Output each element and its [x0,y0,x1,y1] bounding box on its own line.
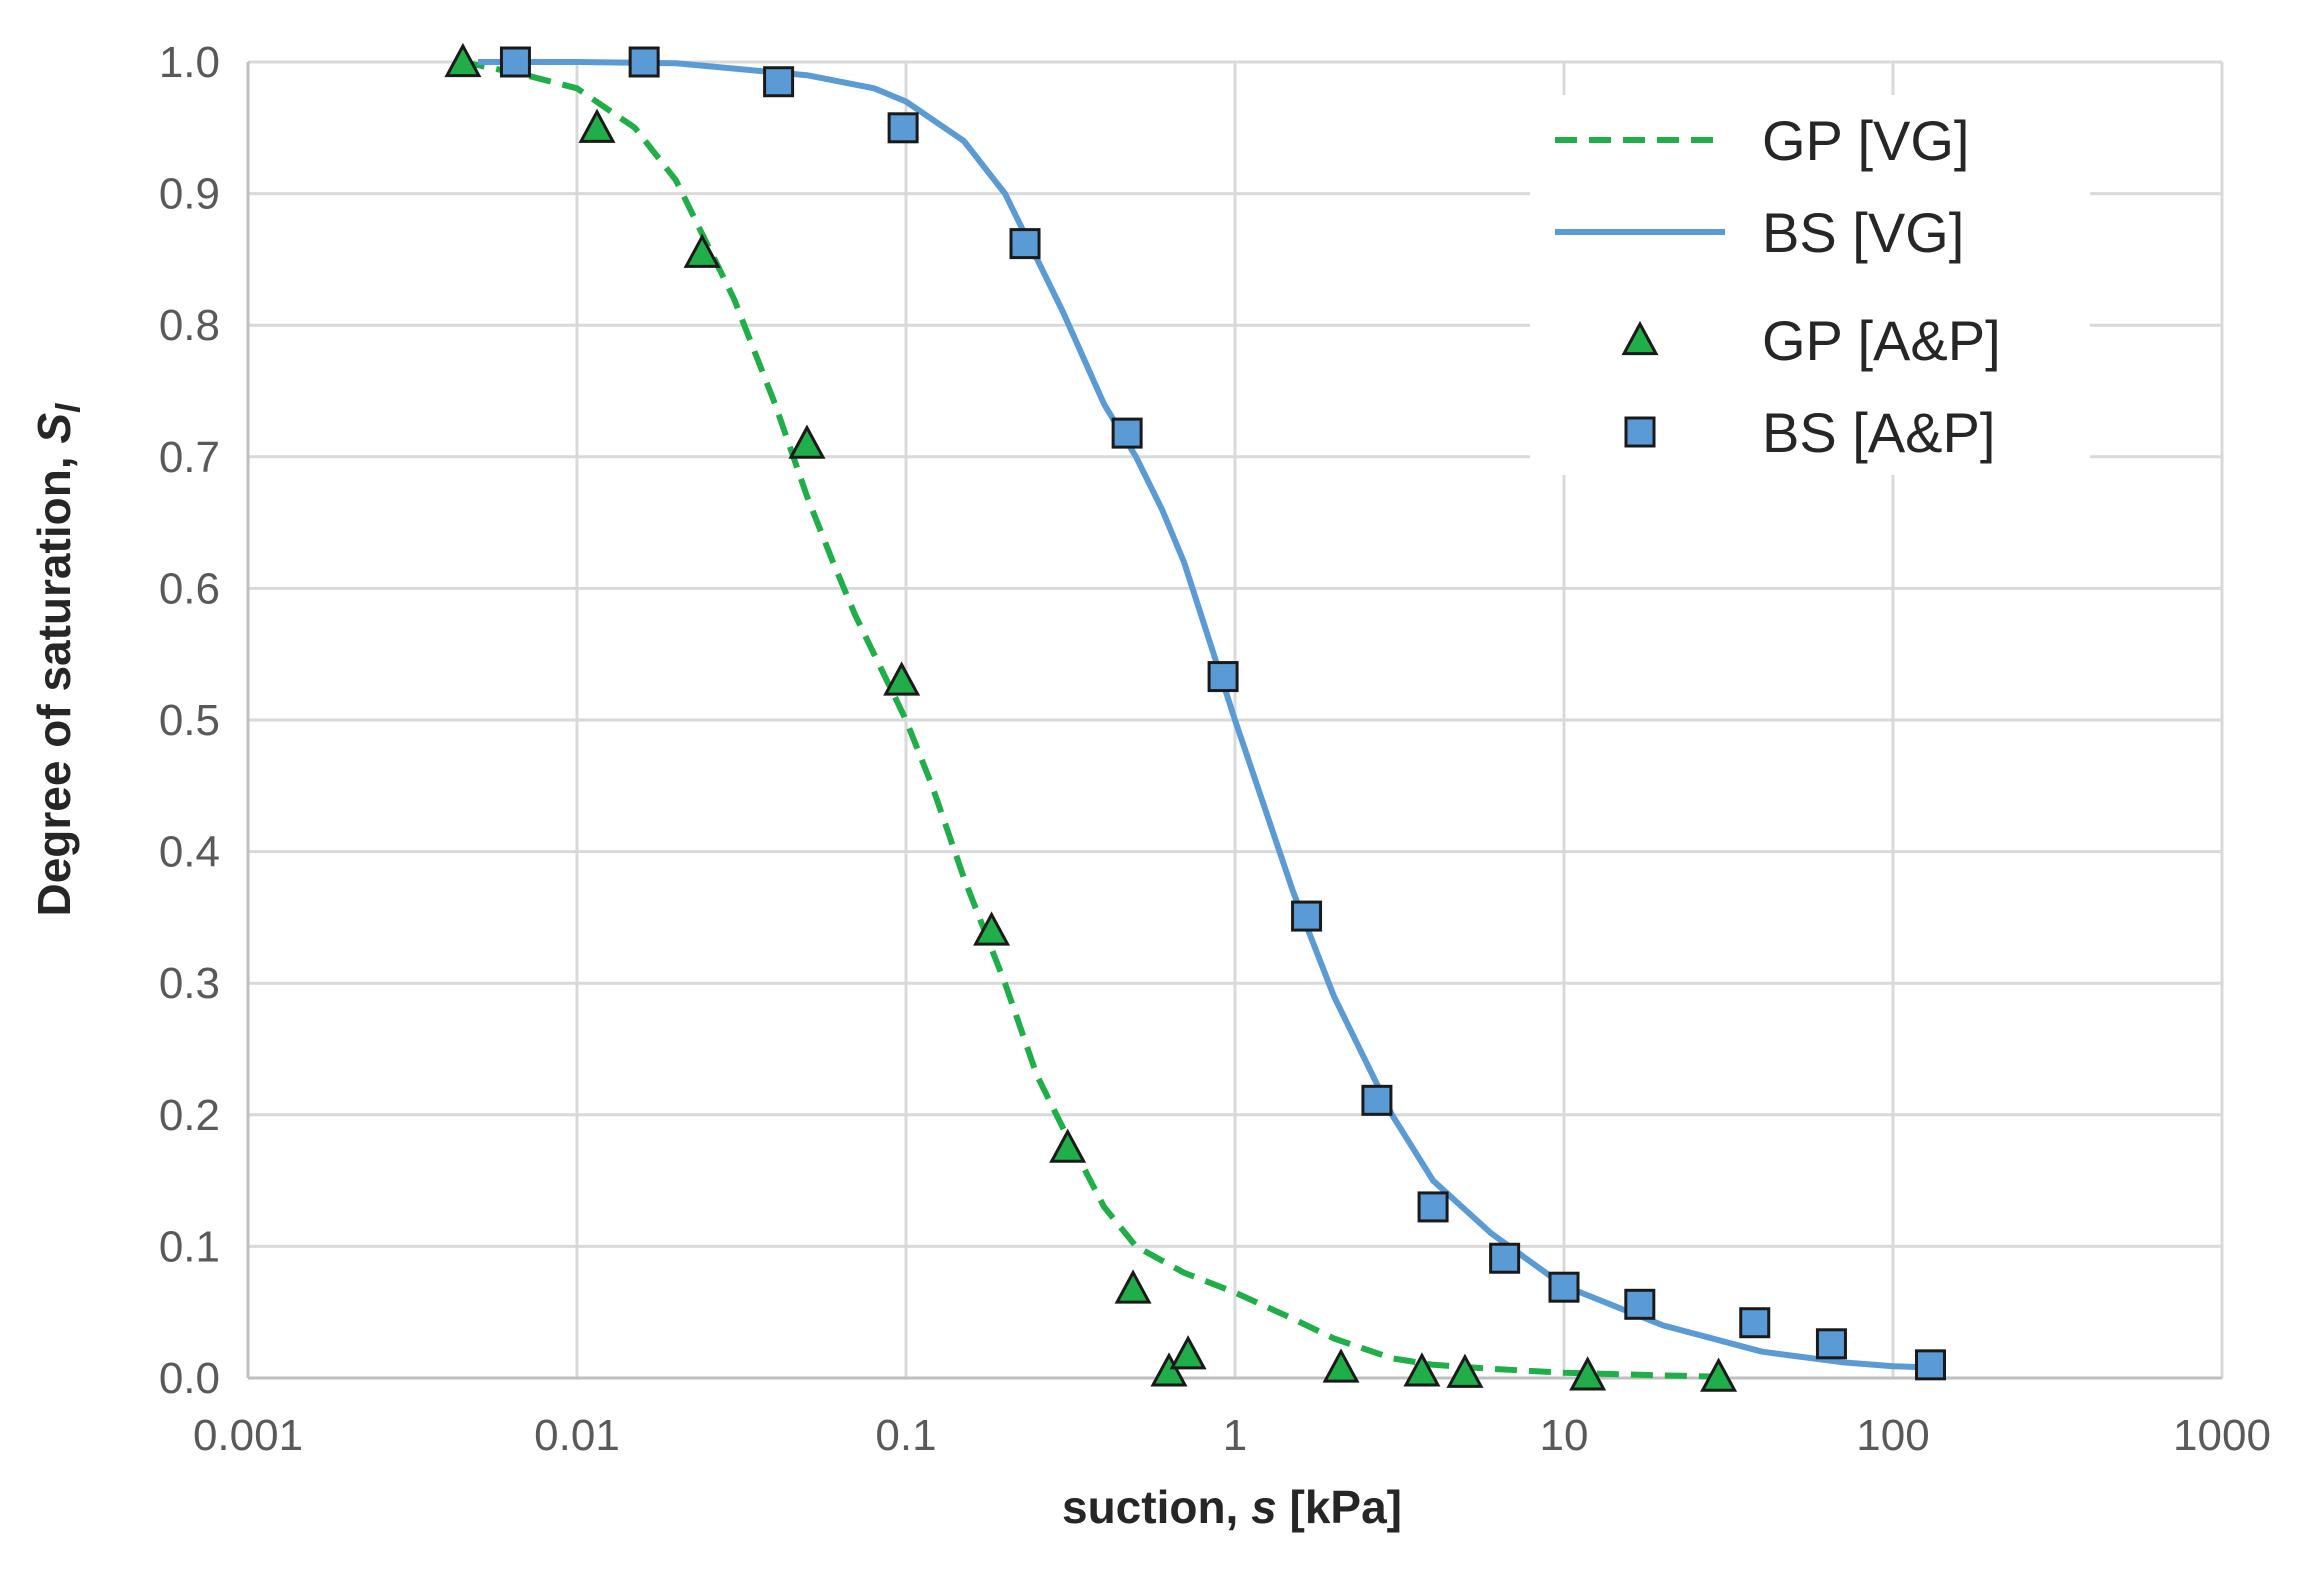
y-tick-label: 0.7 [159,433,220,482]
gp-ap-point [444,42,482,78]
legend: GP [VG] BS [VG] GP [A&P] BS [A&P] [1530,95,2090,475]
bs-ap-point [1914,1349,1946,1381]
gp-ap-point [578,108,616,143]
y-axis-title: Degree of saturation, Sl [28,402,88,917]
gp-ap-point [1700,1357,1738,1392]
bs-ap-point [1009,228,1041,260]
y-tick-label: 0.4 [159,828,220,877]
gp-ap-point [788,424,826,459]
gp-ap-point [683,233,721,268]
x-tick-label: 0.01 [534,1411,620,1460]
gp-ap-point [1049,1128,1087,1163]
y-tick-label: 0.5 [159,696,220,745]
bs-ap-point [1291,900,1323,932]
bs-ap-point [1417,1191,1449,1223]
legend-label: GP [A&P] [1762,309,2001,372]
y-tick-label: 0.1 [159,1222,220,1271]
y-tick-label: 0.0 [159,1354,220,1403]
legend-background [1530,95,2090,475]
x-tick-label: 100 [1856,1411,1929,1460]
gp-ap-point [1569,1356,1607,1391]
y-axis-title-text: Degree of saturation, [28,444,80,917]
bs-ap-point [1361,1084,1393,1116]
bs-ap-point [1739,1307,1771,1339]
x-axis-title-text: suction, [1062,1481,1251,1533]
legend-label: BS [VG] [1762,201,1964,264]
x-tick-label: 0.1 [875,1411,936,1460]
gp-ap-point [1169,1335,1207,1370]
series-line-bs-vg [478,59,1931,1371]
legend-swatch [1621,320,1659,356]
bs-ap-point [1489,1242,1521,1274]
gp-ap-point [1446,1353,1484,1388]
legend-swatch [1624,416,1656,448]
bs-ap-point [1548,1271,1580,1303]
legend-label: GP [VG] [1762,109,1969,172]
axes [246,62,2222,1380]
bs-ap-point [1111,417,1143,449]
y-tick-label: 0.3 [159,959,220,1008]
x-tick-label: 10 [1540,1411,1589,1460]
y-tick-label: 0.6 [159,564,220,613]
gp-ap-point [883,661,921,696]
bs-ap-point [499,46,531,78]
x-axis-title-variable: s [1251,1481,1277,1533]
bs-ap-point [887,112,919,144]
bs-ap-point [763,66,795,98]
y-axis-title-variable: S [28,413,80,444]
x-axis-title-unit: [kPa] [1277,1481,1402,1533]
bs-ap-point [1815,1328,1847,1360]
gp-ap-point [1403,1352,1441,1387]
gp-ap-point [1114,1269,1152,1304]
bs-ap-point [1624,1288,1656,1320]
y-tick-label: 1.0 [159,38,220,87]
y-tick-label: 0.2 [159,1091,220,1140]
gp-ap-point [973,911,1011,946]
gp-ap-point [1322,1348,1360,1383]
x-axis-title: suction, s [kPa] [1062,1481,1402,1533]
y-tick-label: 0.9 [159,170,220,219]
y-axis-title-subscript: l [50,402,88,413]
x-tick-label: 1 [1223,1411,1247,1460]
bs-ap-point [1207,661,1239,693]
legend-label: BS [A&P] [1762,401,1995,464]
data-markers [444,42,1946,1392]
bs-ap-point [628,46,660,78]
gp-ap-point [1150,1352,1188,1387]
x-tick-label: 1000 [2173,1411,2271,1460]
tick-labels: 0.0 0.1 0.2 0.3 0.4 0.5 0.6 0.7 0.8 0.9 1.0 0.001 0.… [159,38,2271,1460]
y-tick-label: 0.8 [159,301,220,350]
x-tick-label: 0.001 [193,1411,303,1460]
